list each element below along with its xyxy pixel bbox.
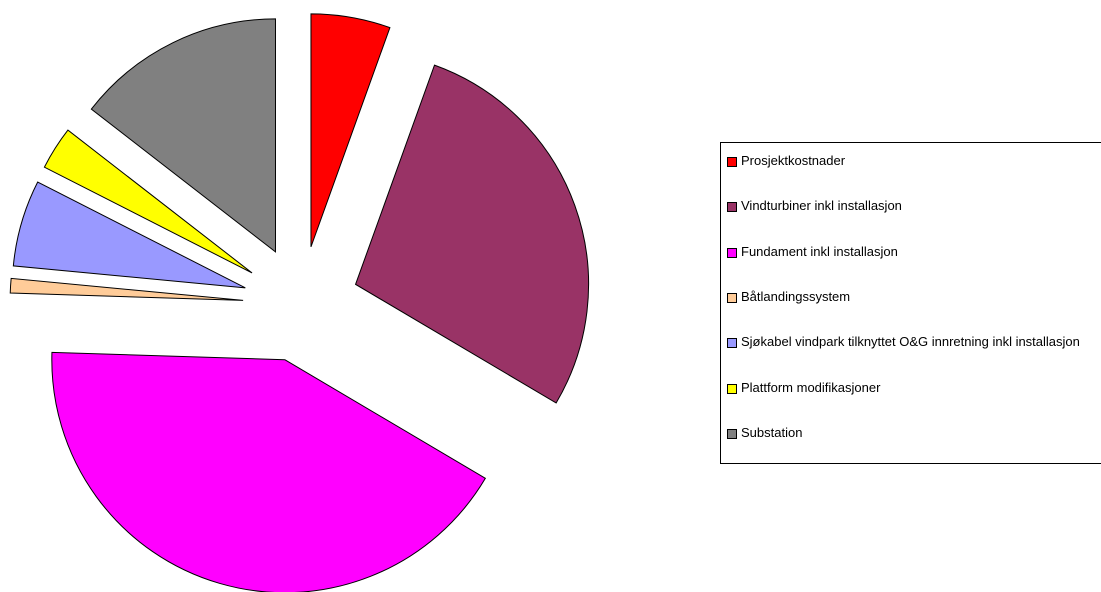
legend-item: Fundament inkl installasjon (727, 243, 1097, 259)
legend-swatch (727, 428, 737, 439)
legend-label: Vindturbiner inkl installasjon (741, 198, 902, 214)
pie-slice (12, 181, 246, 289)
legend-item: Plattform modifikasjoner (727, 379, 1097, 395)
legend-item: Sjøkabel vindpark tilknyttet O&G innretn… (727, 334, 1097, 350)
legend-swatch (727, 383, 737, 394)
legend: Prosjektkostnader Vindturbiner inkl insta… (720, 142, 1101, 464)
legend-label: Substation (741, 424, 803, 440)
pie-slice (354, 64, 590, 404)
legend-swatch (727, 292, 737, 303)
pie-chart (9, 13, 590, 592)
legend-item: Prosjektkostnader (727, 153, 1097, 168)
legend-label: Sjøkabel vindpark tilknyttet O&G innretn… (741, 334, 1080, 350)
legend-label: Plattform modifikasjoner (741, 379, 881, 395)
legend-item: Vindturbiner inkl installasjon (727, 198, 1097, 214)
legend-item: Båtlandingssystem (727, 288, 1097, 304)
pie-slice (310, 13, 391, 248)
pie-slice (90, 18, 276, 253)
legend-label: Båtlandingssystem (741, 288, 851, 304)
legend-swatch (727, 202, 737, 213)
pie-slice (43, 129, 253, 274)
pie-slice (51, 351, 487, 592)
legend-label: Fundament inkl installasjon (741, 243, 898, 259)
legend-swatch (727, 157, 737, 167)
legend-swatch (727, 338, 737, 349)
legend-item: Substation (727, 424, 1097, 440)
legend-swatch (727, 247, 737, 258)
legend-label: Prosjektkostnader (741, 153, 846, 168)
pie-slice (9, 277, 244, 301)
